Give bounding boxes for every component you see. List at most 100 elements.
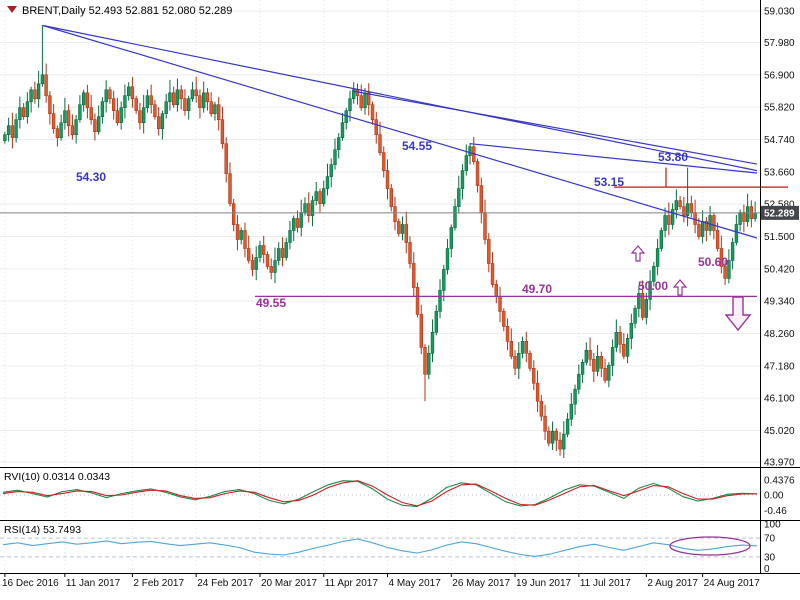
candle-body — [265, 254, 270, 267]
candle — [6, 117, 11, 142]
candle — [468, 143, 472, 165]
candle — [460, 164, 465, 200]
candle-body — [738, 212, 742, 225]
candle — [194, 76, 198, 103]
candle — [655, 238, 660, 276]
candle-body — [104, 89, 108, 103]
candle — [157, 107, 161, 136]
candle-body — [562, 433, 566, 450]
candle-body — [85, 92, 90, 109]
candle-body — [254, 257, 258, 270]
candle — [719, 235, 724, 274]
candle — [730, 237, 735, 270]
breakout-arrow[interactable] — [630, 245, 646, 262]
candle — [130, 77, 135, 108]
series-layer — [0, 25, 760, 558]
candle-body — [97, 116, 101, 132]
time-axis-label: 19 Jun 2017 — [516, 578, 571, 589]
candle — [689, 195, 694, 218]
candle-body — [153, 104, 157, 117]
candle-body — [554, 430, 559, 441]
candle-body — [528, 352, 532, 369]
candle — [25, 92, 30, 124]
candle-body — [610, 346, 615, 366]
candle — [464, 144, 468, 176]
candle-body — [55, 128, 60, 138]
candle-body — [284, 242, 288, 258]
candle-body — [378, 134, 382, 153]
candle-body — [344, 110, 348, 123]
candle-body — [261, 245, 266, 255]
price-axis-label: 43.970 — [764, 458, 795, 469]
candle — [153, 100, 157, 120]
trendline[interactable] — [42, 24, 758, 172]
candle-body — [382, 152, 386, 171]
candle-body — [33, 89, 37, 100]
candle — [179, 85, 183, 110]
trendline[interactable] — [469, 143, 758, 174]
candle — [10, 112, 15, 149]
candle — [453, 198, 457, 231]
candle — [404, 211, 408, 254]
candle — [63, 97, 67, 130]
candle-body — [573, 388, 577, 405]
candle-body — [595, 355, 600, 372]
trendline[interactable] — [42, 24, 758, 239]
candle — [33, 81, 37, 104]
candle-body — [168, 92, 172, 103]
candle — [254, 246, 258, 281]
candle-body — [547, 430, 551, 444]
candle-body — [74, 119, 78, 135]
candle-body — [370, 104, 375, 120]
candle-body — [397, 221, 401, 234]
candle-body — [359, 95, 363, 108]
candle — [97, 105, 101, 135]
time-axis-label: 16 Dec 2016 — [2, 578, 59, 589]
candle-body — [374, 119, 378, 135]
candle — [652, 261, 656, 287]
candle-body — [325, 176, 330, 189]
candle — [374, 111, 378, 144]
candle — [93, 113, 97, 141]
candle-body — [100, 101, 105, 117]
candle-body — [280, 248, 285, 258]
candle-body — [36, 83, 41, 100]
candle-body — [674, 200, 679, 210]
candle — [419, 304, 423, 355]
price-axis-label: 53.660 — [764, 167, 795, 178]
candle — [104, 80, 108, 113]
candle — [573, 384, 577, 415]
candle — [119, 101, 123, 130]
rsi-ellipse[interactable] — [669, 536, 751, 556]
candle-body — [14, 119, 18, 138]
candle-body — [198, 95, 202, 108]
candle — [306, 192, 311, 223]
breakout-arrow[interactable] — [672, 279, 688, 296]
candle — [145, 89, 150, 113]
candle — [625, 333, 630, 364]
candle — [333, 138, 337, 170]
candle — [708, 205, 712, 236]
candle-body — [340, 122, 345, 138]
candle-body — [704, 221, 709, 231]
candle — [149, 84, 153, 114]
candle — [366, 83, 371, 116]
candle — [70, 114, 75, 140]
candle — [723, 260, 727, 286]
candle — [299, 199, 303, 237]
breakdown-arrow[interactable] — [724, 296, 752, 332]
candle-body — [644, 299, 649, 318]
candle — [385, 159, 390, 200]
candle-body — [509, 340, 513, 357]
price-annotation: 50.60 — [698, 255, 728, 269]
candle — [85, 84, 90, 119]
candle-body — [149, 95, 153, 105]
candle-body — [3, 134, 7, 141]
candle-body — [565, 418, 570, 435]
candle-body — [419, 314, 423, 348]
candle-body — [535, 382, 540, 402]
trendline[interactable] — [353, 90, 758, 165]
candle — [66, 104, 71, 137]
